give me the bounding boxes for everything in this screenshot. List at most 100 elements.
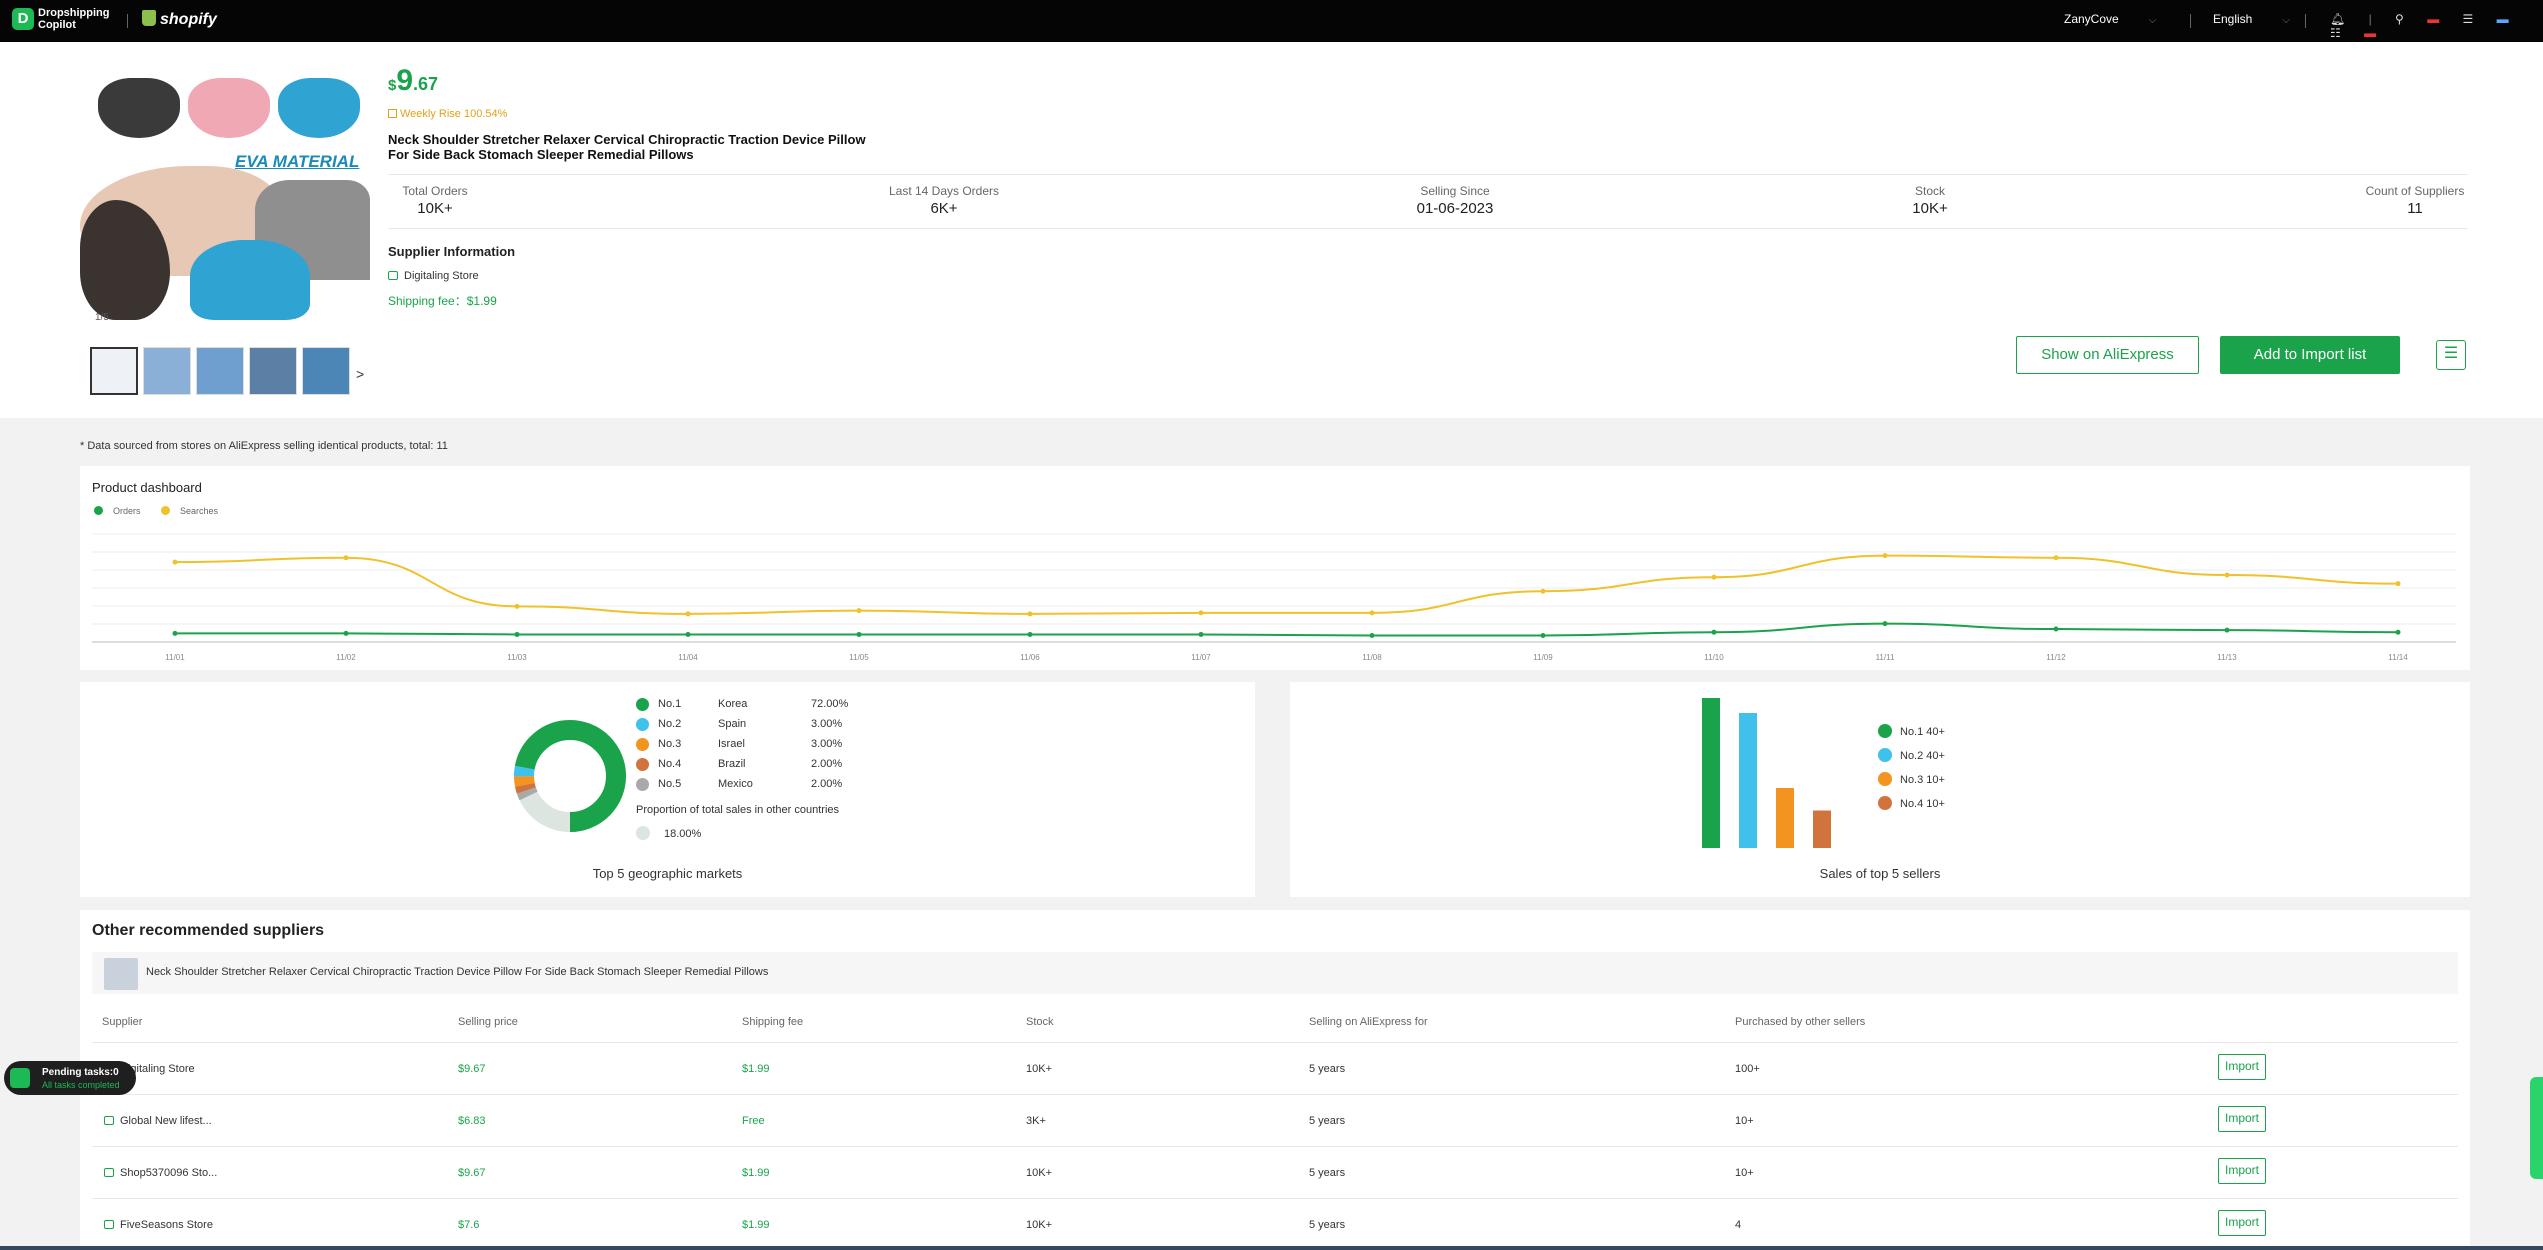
stock-cell: 10K+ [1026,1167,1052,1179]
legend-dot [636,738,649,751]
product-price: $9.67 [388,64,438,98]
market-percentage: 3.00% [811,738,843,750]
market-legend-row: No.5 Mexico 2.00% [636,778,876,792]
price-currency: $ [388,77,397,94]
pending-tasks-widget[interactable]: Pending tasks:0 All tasks completed [4,1061,136,1095]
market-country: Korea [718,698,748,710]
orders-series-line [174,622,2399,637]
flag-icon[interactable]: ▬ [2427,12,2450,26]
import-button[interactable]: Import [2218,1158,2266,1184]
x-tick-label: 11/11 [1876,653,1895,662]
thumbnail-next-button[interactable]: > [356,366,365,382]
store-selector[interactable]: ZanyCove ⌵ [2064,12,2156,26]
app-name-line2: Copilot [38,19,76,31]
stat-total-orders: Total Orders 10K+ [395,184,475,217]
market-percentage: 2.00% [811,778,843,790]
market-legend-row: No.4 Brazil 2.00% [636,758,876,772]
legend-searches[interactable]: Searches [161,506,218,516]
legend-orders[interactable]: Orders [94,506,141,516]
stat-last-14-days-orders: Last 14 Days Orders 6K+ [878,184,1010,217]
market-legend-row: No.3 Israel 3.00% [636,738,876,752]
x-tick-label: 11/02 [336,653,356,662]
x-tick-label: 11/14 [2388,653,2408,662]
x-tick-label: 11/06 [1020,653,1040,662]
app-logo-text[interactable]: Dropshipping Copilot [38,7,118,31]
bell-icon[interactable]: 🔔︎ [2330,12,2356,26]
supplier-store[interactable]: Digitaling Store [388,270,479,282]
x-tick-label: 11/09 [1533,653,1553,662]
col-stock: Stock [1026,1016,1054,1028]
store-name: ZanyCove [2064,12,2119,26]
product-panel: EVA MATERIAL 1/5 > $9.67 Weekly Rise 100… [0,42,2543,418]
legend-dot [636,718,649,731]
product-main-image[interactable]: EVA MATERIAL [80,70,370,330]
purchased-cell: 100+ [1735,1063,1760,1075]
market-rank: No.4 [658,758,682,770]
supplier-cell[interactable]: FiveSeasons Store [104,1219,213,1231]
menu-icon[interactable]: ☰ [2462,12,2484,26]
thumbnail-2[interactable] [143,347,191,395]
years-cell: 5 years [1309,1063,1346,1075]
image-counter: 1/5 [95,312,109,323]
pillow-pink [188,78,270,138]
searches-point [1369,610,1375,616]
tasks-icon [10,1068,30,1088]
market-country: Spain [718,718,747,730]
thumbnail-4[interactable] [249,347,297,395]
col-purchased-by-others: Purchased by other sellers [1735,1016,1866,1028]
searches-point [856,608,862,614]
col-shipping-fee: Shipping fee [742,1016,804,1028]
platform-shopify[interactable]: shopify [142,10,217,29]
import-button[interactable]: Import [2218,1054,2266,1080]
markets-donut-chart [514,720,626,832]
other-suppliers-card: Other recommended suppliers Neck Shoulde… [80,910,2470,1250]
settings-icon[interactable]: ☷ [2330,26,2351,40]
add-to-import-list-button[interactable]: Add to Import list [2220,336,2400,374]
seller-bar-1 [1702,698,1720,848]
show-on-aliexpress-button[interactable]: Show on AliExpress [2016,336,2199,374]
thumbnail-5[interactable] [302,347,350,395]
donut-slice-korea [514,720,626,832]
seller-legend-row: No.1 40+ [1878,724,1945,738]
app-logo-icon[interactable]: D [12,8,34,30]
searches-legend-dot [161,506,170,515]
searches-point [2053,555,2059,561]
supplier-name: Digitaling Store [120,1063,195,1075]
side-feedback-tab[interactable] [2530,1077,2543,1179]
x-tick-label: 11/08 [1362,653,1382,662]
x-tick-label: 11/03 [507,653,527,662]
store-icon [104,1220,114,1229]
language-selector[interactable]: English ⌵ [2213,12,2290,26]
supplier-cell[interactable]: Global New lifest... [104,1115,212,1127]
pillow-blue [278,78,360,138]
searches-point [1540,588,1546,594]
supplier-store-name: Digitaling Store [404,270,479,282]
language-flag-icon[interactable]: ▬ [2496,12,2519,26]
legend-dot [636,698,649,711]
price-cell: $9.67 [458,1167,486,1179]
orders-point [685,631,691,637]
platform-label: shopify [160,11,217,28]
chevron-down-icon: ⌵ [2148,15,2157,26]
list-icon[interactable]: ☰ [2436,340,2466,370]
orders-point [343,630,349,636]
supplier-cell[interactable]: Shop5370096 Sto... [104,1167,217,1179]
extra-flag-icon[interactable]: ▬ [2364,26,2387,40]
import-button[interactable]: Import [2218,1106,2266,1132]
purchased-cell: 10+ [1735,1115,1754,1127]
search-icon[interactable]: ⚲ [2395,12,2414,26]
import-button[interactable]: Import [2218,1210,2266,1236]
divider [388,228,2468,229]
divider [388,174,2468,175]
thumbnail-1[interactable] [90,347,138,395]
seller-legend-row: No.2 40+ [1878,748,1945,762]
years-cell: 5 years [1309,1219,1346,1231]
stat-value: 6K+ [930,200,958,217]
orders-point [1369,633,1375,639]
thumbnail-3[interactable] [196,347,244,395]
table-row: Global New lifest... $6.83 Free 3K+ 5 years 1… [92,1094,2458,1146]
pending-tasks-title: Pending tasks:0 [42,1067,119,1078]
market-country: Brazil [718,758,746,770]
market-legend-row: No.1 Korea 72.00% [636,698,876,712]
product-name: Neck Shoulder Stretcher Relaxer Cervical… [146,966,769,978]
